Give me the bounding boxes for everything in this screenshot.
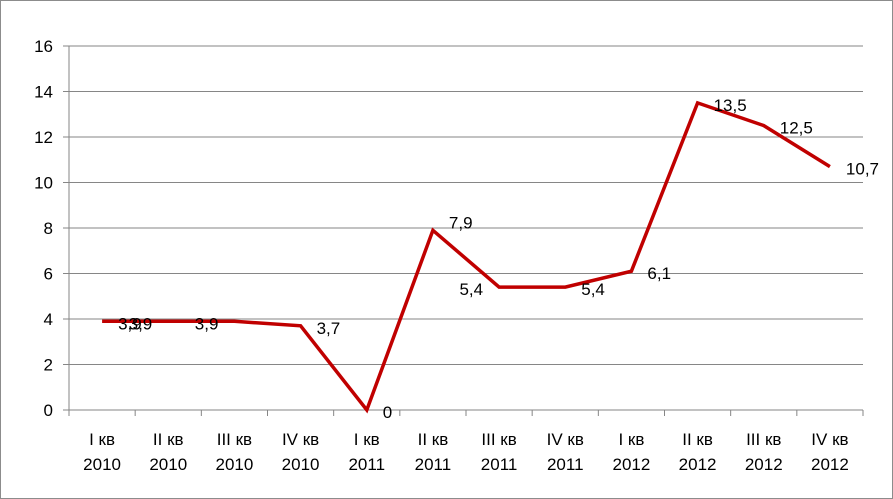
x-tick-label: IV кв 2012 <box>811 430 849 474</box>
x-tick-label: III кв 2012 <box>745 430 783 474</box>
data-label: 10,7 <box>846 160 879 179</box>
y-tick-label: 8 <box>44 219 53 238</box>
y-tick-label: 0 <box>44 401 53 420</box>
x-tick-label: I кв 2012 <box>613 430 651 474</box>
series-line <box>102 100 831 414</box>
data-label: 12,5 <box>780 119 813 138</box>
y-tick-label: 16 <box>34 37 53 56</box>
data-label: 5,4 <box>581 280 605 299</box>
x-tick-label: II кв 2010 <box>149 430 187 474</box>
y-tick-label: 2 <box>44 356 53 375</box>
data-label: 7,9 <box>449 213 473 232</box>
data-label: 3,9 <box>195 314 219 333</box>
y-tick-label: 14 <box>34 83 53 102</box>
series-group <box>102 100 831 414</box>
x-tick-label: II кв 2011 <box>415 430 452 474</box>
data-labels: 3,93,9 3,9 3,707,95,4 5,46,113,512,510,7 <box>118 96 879 422</box>
x-tick-label: I кв 2011 <box>348 430 385 474</box>
y-tick-label: 12 <box>34 128 53 147</box>
x-axis: I кв 2010 II кв 2010 III кв 2010 IV кв 2010 I кв… <box>68 409 864 474</box>
x-tick-label: IV кв 2010 <box>282 430 320 474</box>
y-tick-label: 4 <box>44 310 53 329</box>
data-label: 13,5 <box>714 96 747 115</box>
data-label: 6,1 <box>647 264 671 283</box>
gridlines <box>69 45 863 365</box>
data-label: 5,4 <box>459 280 483 299</box>
data-label: 0 <box>383 403 392 422</box>
data-label: 3,9 <box>129 314 153 333</box>
y-tick-label: 6 <box>44 265 53 284</box>
x-tick-label: IV кв 2011 <box>547 430 584 474</box>
y-tick-label: 10 <box>34 174 53 193</box>
x-tick-label: II кв 2012 <box>679 430 717 474</box>
data-label: 3,7 <box>317 319 341 338</box>
x-tick-label: III кв 2011 <box>481 430 518 474</box>
data-label: 3,9 <box>118 314 142 333</box>
x-tick-label: I кв 2010 <box>83 430 121 474</box>
y-axis: 0 2 4 6 8 10 12 14 16 <box>34 37 70 420</box>
x-tick-label: III кв 2010 <box>216 430 254 474</box>
